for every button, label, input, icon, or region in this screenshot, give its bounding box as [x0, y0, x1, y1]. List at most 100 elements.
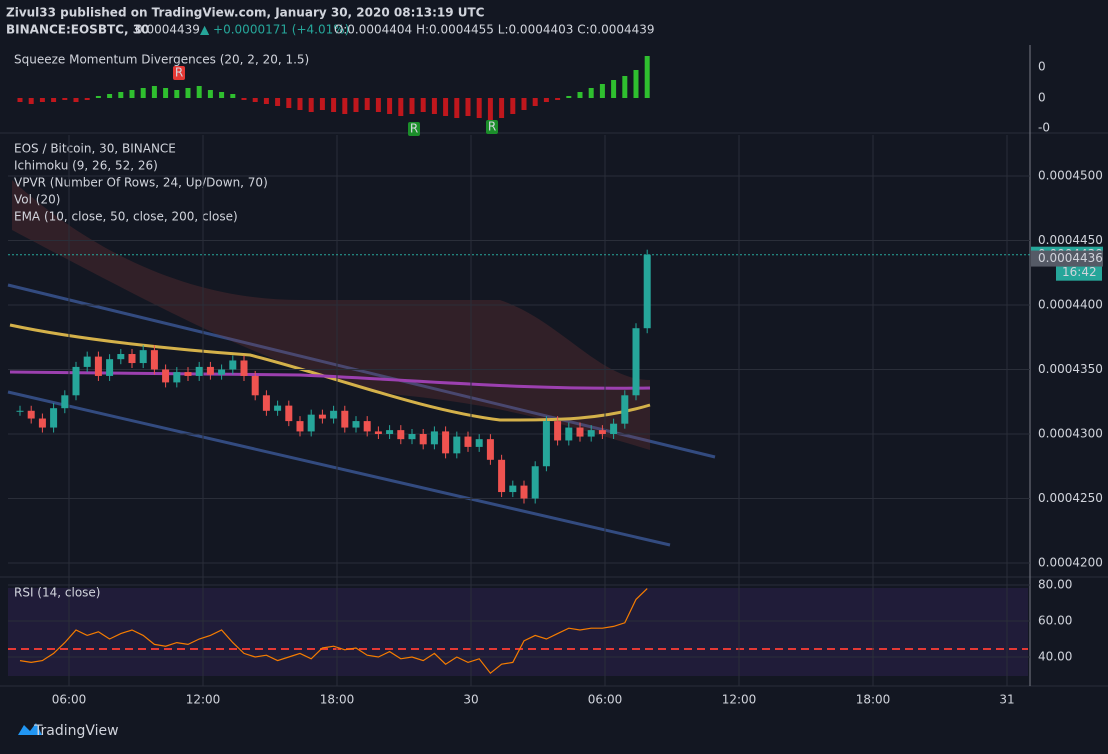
momentum-bar	[252, 98, 258, 102]
ema-line	[9, 370, 651, 390]
momentum-bar	[219, 92, 225, 98]
trend-line	[7, 283, 716, 459]
momentum-bar	[364, 98, 370, 110]
candle	[509, 485, 517, 493]
momentum-bar	[263, 98, 269, 104]
candle	[576, 427, 584, 437]
candle	[128, 354, 136, 364]
candle	[184, 372, 192, 376]
panel-label: Squeeze Momentum Divergences (20, 2, 20,…	[14, 53, 309, 67]
momentum-bar	[84, 98, 90, 100]
candle	[16, 410, 24, 412]
publish-line: Zivul33 published on TradingView.com, Ja…	[6, 6, 485, 20]
momentum-bar	[39, 98, 45, 102]
momentum-bar	[51, 98, 57, 102]
momentum-bar	[476, 98, 482, 118]
momentum-bar	[375, 98, 381, 112]
candle	[330, 410, 338, 419]
momentum-bar	[174, 90, 180, 98]
candle	[397, 430, 405, 440]
momentum-bar	[241, 98, 247, 100]
momentum-bar	[521, 98, 527, 110]
y-tick-label: 0.0004500	[1038, 169, 1103, 183]
candle	[117, 354, 125, 360]
logo	[18, 723, 42, 735]
momentum-bar	[331, 98, 337, 112]
momentum-bar	[230, 94, 236, 98]
candle	[240, 360, 248, 376]
candle	[318, 414, 326, 419]
momentum-bar	[151, 86, 157, 98]
legend-item: EMA (10, close, 50, close, 200, close)	[14, 210, 238, 224]
momentum-bar	[588, 88, 594, 98]
candle	[106, 359, 114, 376]
momentum-bar	[118, 92, 124, 98]
y-tick-label: 0.0004250	[1038, 491, 1103, 505]
momentum-bar	[297, 98, 303, 110]
momentum-bar	[73, 98, 79, 102]
candle	[162, 369, 170, 383]
candle	[531, 466, 539, 499]
change: ▲ +0.0000171 (+4.01%)	[200, 23, 349, 37]
candle	[632, 328, 640, 396]
candle	[419, 434, 427, 445]
ichimoku-cloud	[12, 180, 650, 450]
candle	[587, 430, 595, 437]
candle	[251, 375, 259, 396]
legend-item: EOS / Bitcoin, 30, BINANCE	[14, 142, 176, 156]
y-tick-label: 0.0004350	[1038, 362, 1103, 376]
x-tick-label: 18:00	[856, 693, 891, 707]
candle	[464, 436, 472, 447]
momentum-bar	[95, 96, 101, 98]
momentum-bar	[532, 98, 538, 106]
x-tick-label: 06:00	[588, 693, 623, 707]
momentum-bar	[196, 86, 202, 98]
momentum-bar	[487, 98, 493, 120]
candle	[139, 350, 147, 364]
momentum-bar	[387, 98, 393, 114]
candle	[363, 421, 371, 432]
candle	[262, 395, 270, 411]
candle	[643, 254, 651, 329]
symbol: BINANCE:EOSBTC, 30	[6, 23, 149, 37]
y-tick-label: 0.0004300	[1038, 427, 1103, 441]
ohlc: O:0.0004404 H:0.0004455 L:0.0004403 C:0.…	[334, 23, 655, 37]
countdown-badge	[1056, 264, 1102, 281]
y-tick-label: 80.00	[1038, 578, 1072, 592]
candle	[374, 431, 382, 434]
momentum-bar	[499, 98, 505, 118]
candle	[285, 405, 293, 422]
momentum-bar	[185, 88, 191, 98]
momentum-bar	[207, 90, 213, 98]
axis-label: 0	[1038, 91, 1046, 105]
momentum-bar	[420, 98, 426, 112]
momentum-bar	[17, 98, 23, 102]
candle	[341, 410, 349, 428]
legend-item: Vol (20)	[14, 193, 60, 207]
candle	[386, 430, 394, 434]
momentum-bar	[644, 56, 650, 98]
momentum-bar	[599, 84, 605, 98]
momentum-bar	[566, 96, 572, 98]
candle	[442, 431, 450, 454]
x-tick-label: 06:00	[52, 693, 87, 707]
candle	[72, 366, 80, 396]
candle	[229, 360, 237, 370]
candle	[94, 356, 102, 376]
momentum-bar	[622, 76, 628, 98]
x-tick-label: 30	[463, 693, 478, 707]
momentum-bar	[308, 98, 314, 112]
marker	[408, 122, 420, 136]
candle	[352, 421, 360, 428]
candle	[610, 423, 618, 434]
momentum-bar	[409, 98, 415, 114]
candle	[542, 421, 550, 467]
countdown: 16:42	[1062, 265, 1097, 279]
momentum-bar	[577, 92, 583, 98]
x-tick-label: 12:00	[722, 693, 757, 707]
candle	[50, 408, 58, 428]
candle	[408, 434, 416, 440]
candle	[274, 405, 282, 411]
ema-line	[9, 323, 651, 422]
